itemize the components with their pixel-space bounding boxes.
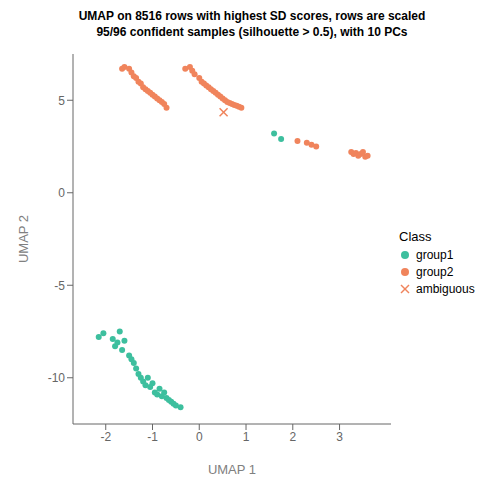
svg-text:3: 3 [336,430,343,444]
html-text:group1: group1 [416,248,454,262]
html-text:UMAP on 8516 rows with highest: UMAP on 8516 rows with highest SD scores… [78,9,426,23]
svg-text:-5: -5 [54,279,65,293]
svg-text:2: 2 [289,430,296,444]
html-text:Class: Class [399,229,432,244]
html-text:ambiguous: ambiguous [416,282,475,296]
svg-text:0: 0 [58,186,65,200]
svg-text:0: 0 [196,430,203,444]
svg-text:-1: -1 [147,430,158,444]
svg-text:UMAP 2: UMAP 2 [16,215,31,263]
html-text:group2: group2 [416,265,454,279]
svg-text:-2: -2 [100,430,111,444]
html-text:95/96 confident samples (silho: 95/96 confident samples (silhouette > 0.… [96,25,408,39]
svg-text:UMAP 1: UMAP 1 [208,462,256,477]
svg-text:1: 1 [243,430,250,444]
svg-text:5: 5 [58,94,65,108]
svg-text:-10: -10 [48,371,66,385]
